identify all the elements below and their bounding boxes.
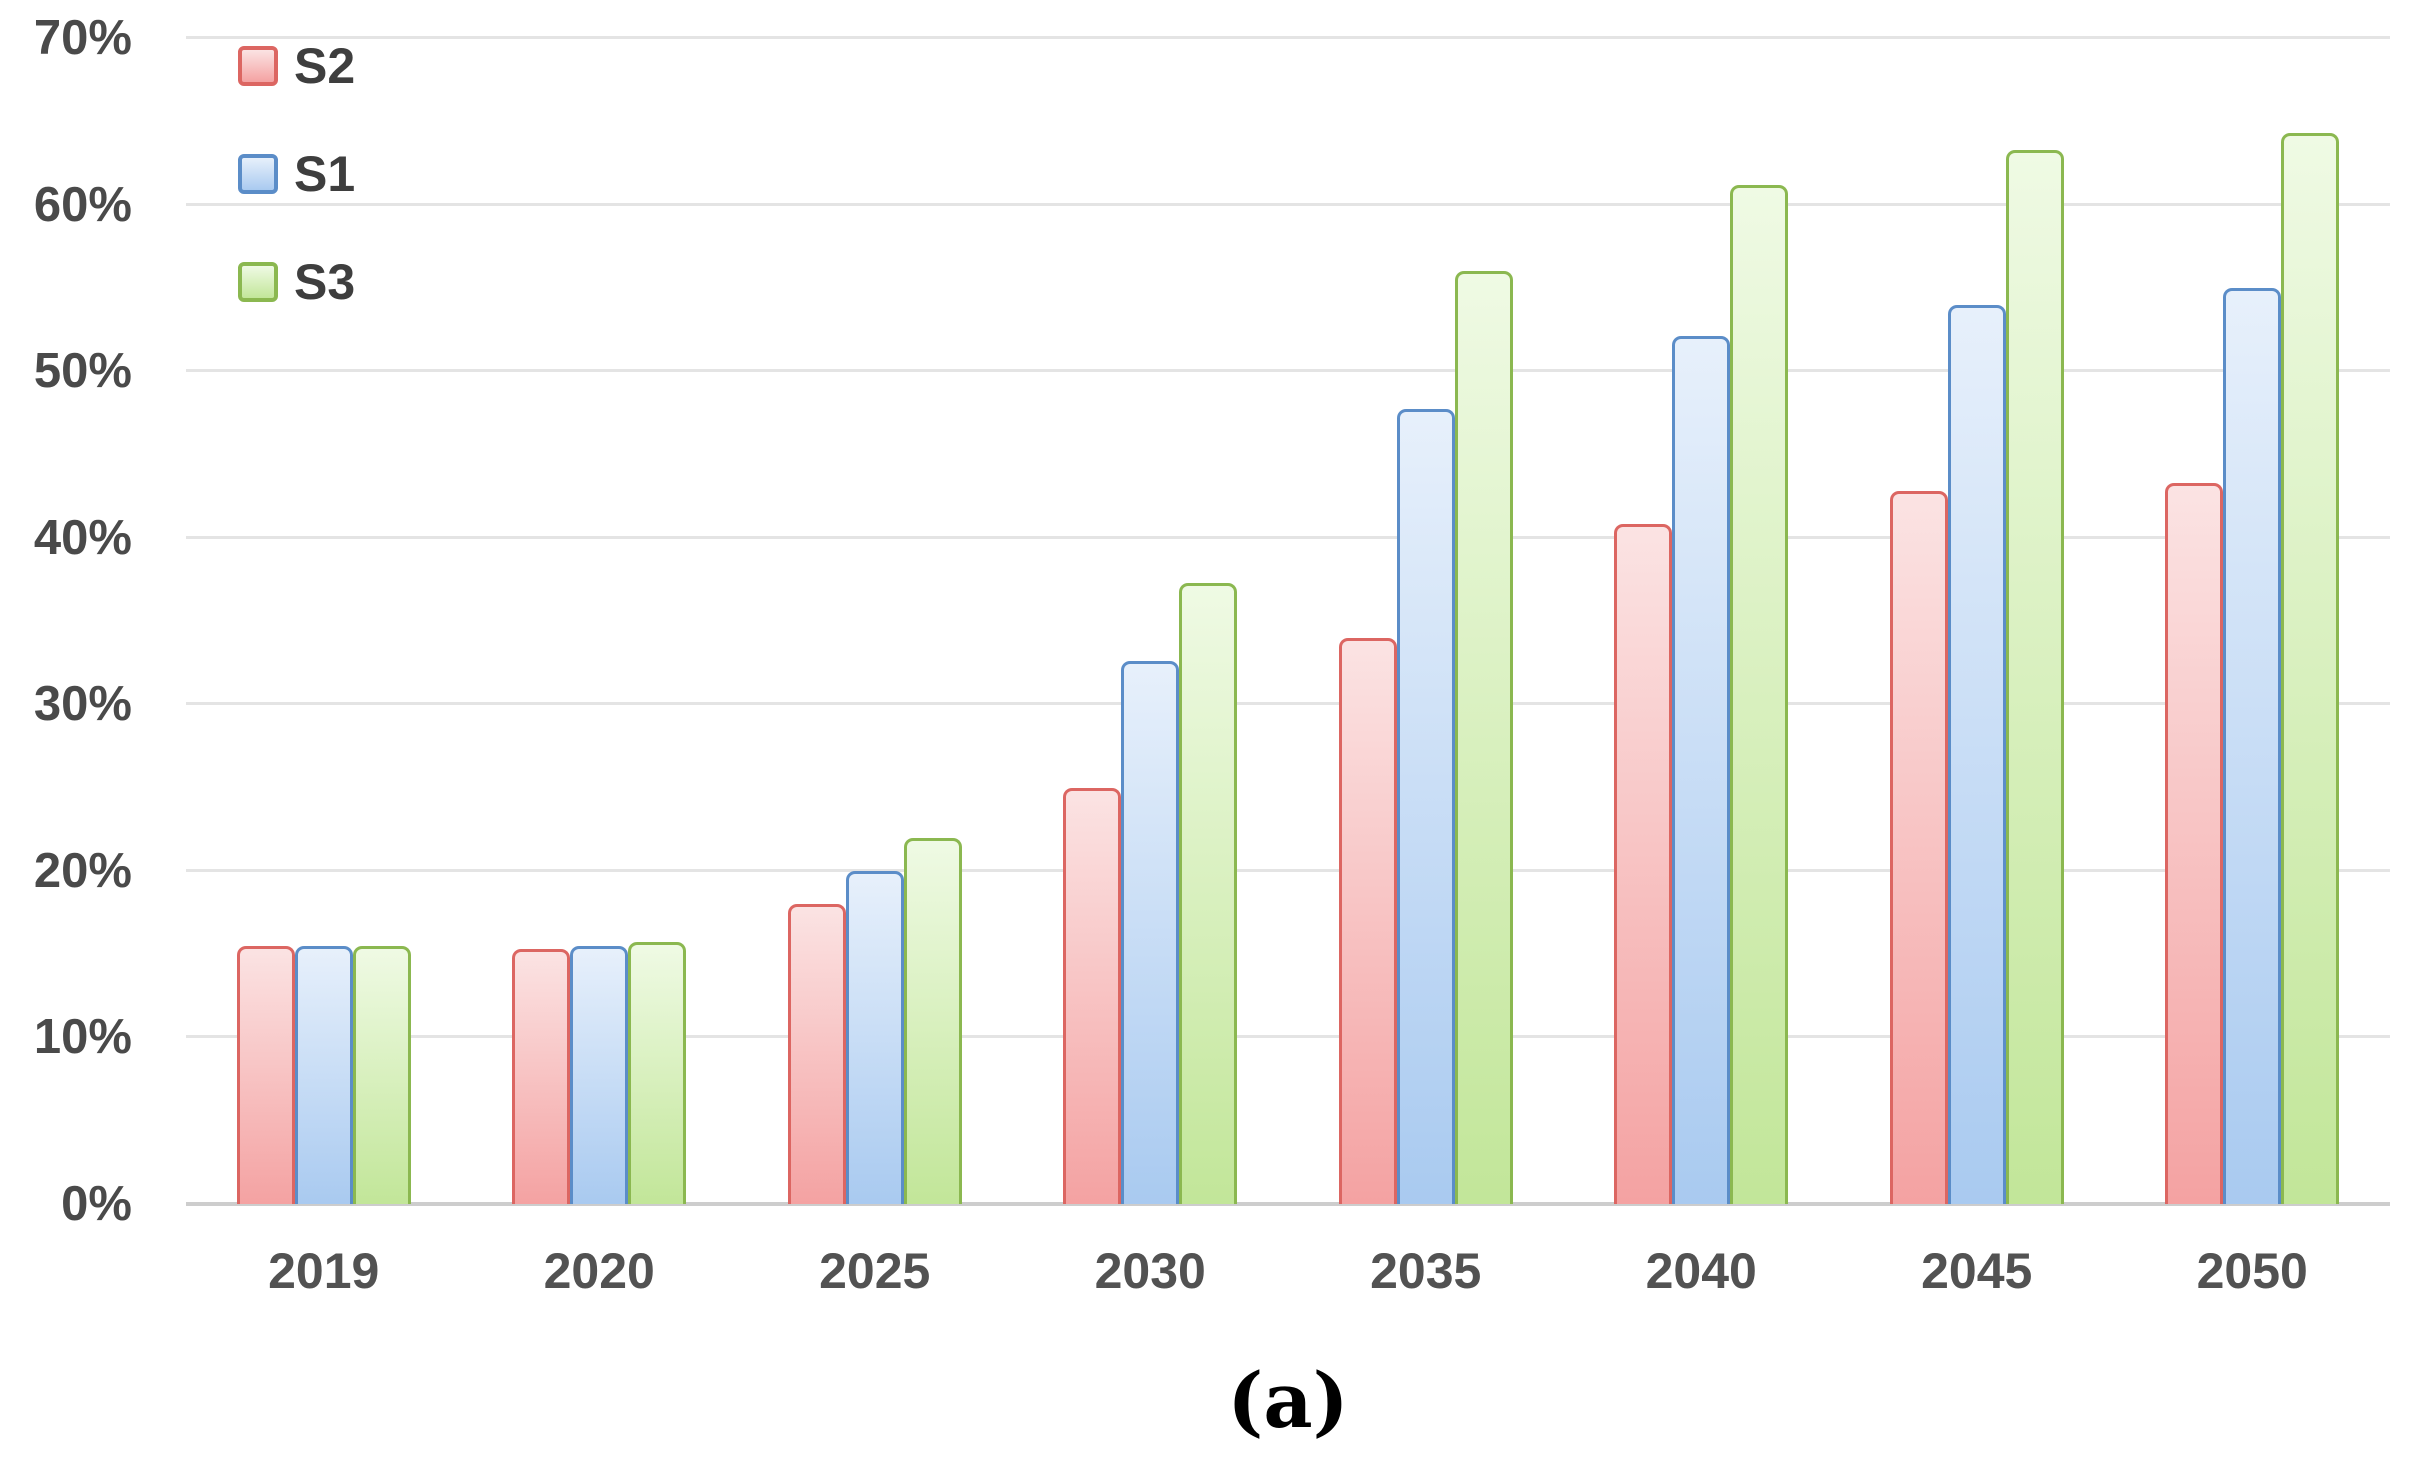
bar-s1-2040 bbox=[1672, 336, 1731, 1204]
bar-s1-2025 bbox=[845, 870, 904, 1204]
bar-group-2019 bbox=[186, 38, 462, 1204]
y-axis: 0% 10% 20% 30% 40% 50% 60% 70% bbox=[0, 0, 150, 1477]
legend-item-s3: S3 bbox=[238, 254, 355, 310]
bar-s1-2019 bbox=[294, 945, 353, 1204]
legend-swatch-s3 bbox=[238, 262, 278, 302]
legend-swatch-s1 bbox=[238, 154, 278, 194]
x-tick-label-2025: 2025 bbox=[819, 1243, 931, 1299]
x-tick-label-2050: 2050 bbox=[2196, 1243, 2308, 1299]
gridline-60% bbox=[186, 202, 2390, 206]
bar-s3-2035 bbox=[1454, 271, 1513, 1204]
gridline-30% bbox=[186, 702, 2390, 706]
bar-s2-2019 bbox=[236, 945, 295, 1204]
bar-s3-2019 bbox=[352, 945, 411, 1204]
legend-item-s2: S2 bbox=[238, 38, 355, 94]
bar-group-2025 bbox=[737, 38, 1013, 1204]
x-tick-label-2035: 2035 bbox=[1370, 1243, 1482, 1299]
x-axis: 2019 2020 2025 2030 2035 2040 2045 2050 bbox=[186, 1240, 2390, 1320]
y-tick-label-40%: 40% bbox=[33, 510, 132, 565]
y-tick-label-0%: 0% bbox=[61, 1177, 132, 1231]
bar-s2-2050 bbox=[2165, 482, 2224, 1204]
legend-item-s1: S1 bbox=[238, 146, 355, 202]
legend-swatch-s2 bbox=[238, 46, 278, 86]
gridline-70% bbox=[186, 36, 2390, 39]
plot-area bbox=[186, 36, 2391, 1206]
gridline-40% bbox=[186, 535, 2390, 539]
bar-s2-2020 bbox=[512, 949, 571, 1204]
bar-s3-2025 bbox=[903, 837, 962, 1204]
y-tick-label-20%: 20% bbox=[33, 843, 132, 898]
x-tick-label-2030: 2030 bbox=[1094, 1243, 1206, 1299]
bar-group-2030 bbox=[1013, 38, 1289, 1204]
x-tick-label-2019: 2019 bbox=[268, 1243, 380, 1299]
x-tick-label-2045: 2045 bbox=[1921, 1243, 2033, 1299]
bar-group-2040 bbox=[1564, 38, 1840, 1204]
bar-s3-2040 bbox=[1730, 184, 1789, 1204]
bar-s3-2050 bbox=[2281, 132, 2340, 1204]
bar-s2-2040 bbox=[1614, 524, 1673, 1204]
bar-s1-2020 bbox=[570, 945, 629, 1204]
y-tick-label-10%: 10% bbox=[33, 1010, 132, 1065]
bar-s2-2025 bbox=[787, 904, 846, 1204]
bar-s3-2020 bbox=[628, 942, 687, 1204]
y-tick-label-60%: 60% bbox=[33, 177, 132, 232]
bar-group-2035 bbox=[1288, 38, 1564, 1204]
bar-s1-2050 bbox=[2223, 287, 2282, 1204]
gridline-10% bbox=[186, 1035, 2390, 1039]
x-tick-label-2020: 2020 bbox=[543, 1243, 655, 1299]
y-tick-label-70%: 70% bbox=[33, 11, 132, 65]
y-tick-label-50%: 50% bbox=[33, 344, 132, 399]
bar-group-2050 bbox=[2115, 38, 2391, 1204]
bar-s1-2030 bbox=[1121, 660, 1180, 1204]
legend-label-s1: S1 bbox=[294, 146, 356, 202]
legend: S2 S1 S3 bbox=[238, 38, 355, 310]
gridline-50% bbox=[186, 369, 2390, 373]
bar-s3-2045 bbox=[2005, 149, 2064, 1204]
bar-group-2020 bbox=[462, 38, 738, 1204]
x-tick-label-2040: 2040 bbox=[1645, 1243, 1757, 1299]
legend-label-s2: S2 bbox=[294, 38, 356, 94]
bar-s2-2045 bbox=[1889, 491, 1948, 1204]
y-tick-label-30%: 30% bbox=[33, 677, 132, 732]
bar-s2-2035 bbox=[1338, 637, 1397, 1204]
legend-label-s3: S3 bbox=[294, 254, 356, 310]
bar-group-2045 bbox=[1839, 38, 2115, 1204]
bar-s2-2030 bbox=[1063, 787, 1122, 1204]
bar-s3-2030 bbox=[1179, 582, 1238, 1204]
bar-s1-2045 bbox=[1947, 304, 2006, 1204]
gridline-20% bbox=[186, 868, 2390, 872]
x-axis-baseline bbox=[186, 1202, 2390, 1206]
bar-s1-2035 bbox=[1396, 409, 1455, 1204]
figure-caption: (a) bbox=[1227, 1356, 1349, 1445]
